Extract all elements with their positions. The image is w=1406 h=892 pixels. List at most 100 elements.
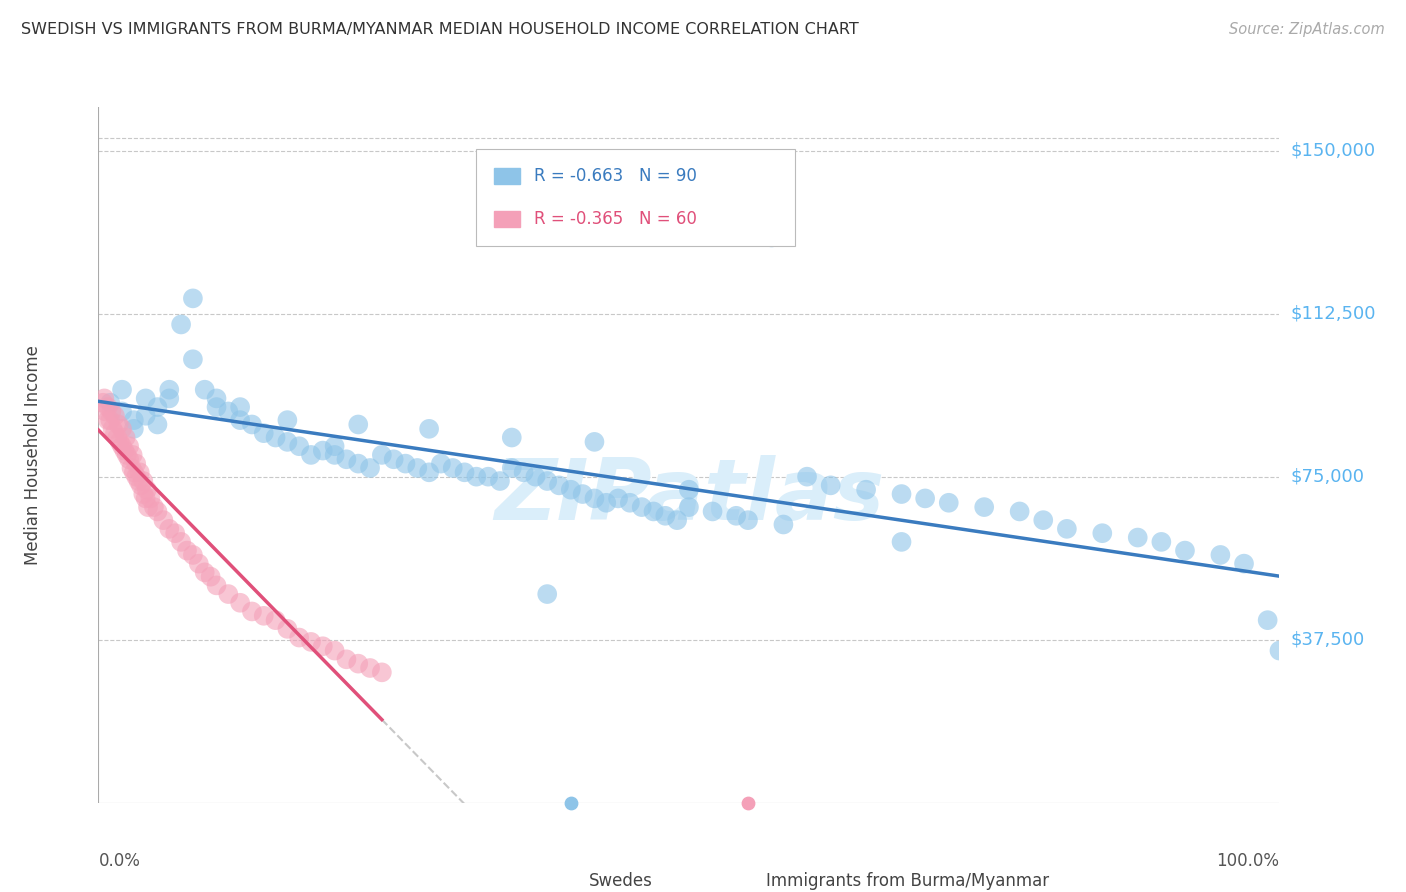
- Text: $37,500: $37,500: [1291, 631, 1365, 648]
- Point: [111, 404, 134, 418]
- Point: [205, 392, 228, 406]
- Point: [323, 643, 346, 657]
- Point: [276, 622, 298, 636]
- Text: Immigrants from Burma/Myanmar: Immigrants from Burma/Myanmar: [766, 872, 1049, 890]
- Point: [181, 548, 204, 562]
- Point: [347, 417, 370, 432]
- Point: [132, 474, 155, 488]
- Point: [796, 469, 818, 483]
- Point: [108, 434, 131, 449]
- Point: [441, 461, 464, 475]
- Point: [276, 434, 298, 449]
- Point: [501, 461, 523, 475]
- Point: [181, 352, 204, 367]
- Point: [165, 526, 187, 541]
- Point: [595, 496, 617, 510]
- Point: [194, 383, 217, 397]
- Point: [264, 431, 287, 445]
- Point: [973, 500, 995, 514]
- Bar: [494, 169, 520, 184]
- Point: [548, 478, 571, 492]
- Point: [111, 383, 134, 397]
- Point: [125, 457, 148, 471]
- Point: [725, 508, 748, 523]
- Point: [253, 608, 276, 623]
- Text: 0.0%: 0.0%: [98, 852, 141, 870]
- Point: [820, 478, 842, 492]
- Point: [98, 413, 121, 427]
- Point: [737, 513, 759, 527]
- Point: [104, 426, 127, 441]
- Point: [142, 500, 165, 514]
- Point: [643, 504, 665, 518]
- Point: [229, 400, 252, 414]
- Point: [125, 469, 148, 483]
- Point: [855, 483, 877, 497]
- Point: [288, 439, 311, 453]
- Point: [111, 422, 134, 436]
- Point: [371, 665, 394, 680]
- Point: [312, 443, 335, 458]
- Text: 100.0%: 100.0%: [1216, 852, 1279, 870]
- Point: [323, 448, 346, 462]
- Point: [524, 469, 547, 483]
- FancyBboxPatch shape: [477, 149, 796, 246]
- Point: [157, 392, 180, 406]
- Point: [139, 491, 162, 506]
- Point: [1233, 557, 1256, 571]
- Point: [200, 570, 222, 584]
- Point: [118, 452, 141, 467]
- Point: [418, 422, 440, 436]
- Point: [371, 448, 394, 462]
- Point: [240, 605, 263, 619]
- Point: [146, 504, 169, 518]
- Point: [890, 535, 912, 549]
- Point: [93, 392, 115, 406]
- Text: R = -0.663   N = 90: R = -0.663 N = 90: [534, 167, 697, 185]
- Point: [914, 491, 936, 506]
- Point: [382, 452, 405, 467]
- Point: [94, 404, 117, 418]
- Text: $112,500: $112,500: [1291, 304, 1376, 323]
- Point: [536, 474, 558, 488]
- Point: [453, 466, 475, 480]
- Text: ZIPatlas: ZIPatlas: [494, 455, 884, 538]
- Point: [240, 417, 263, 432]
- Point: [347, 457, 370, 471]
- Point: [1150, 535, 1173, 549]
- Point: [181, 291, 204, 305]
- Point: [121, 448, 143, 462]
- Point: [394, 457, 416, 471]
- Point: [430, 457, 453, 471]
- Point: [91, 396, 114, 410]
- Point: [1268, 643, 1291, 657]
- Point: [489, 474, 512, 488]
- Point: [122, 466, 145, 480]
- Point: [229, 596, 252, 610]
- Point: [100, 404, 122, 418]
- Text: $75,000: $75,000: [1291, 467, 1365, 485]
- Point: [157, 383, 180, 397]
- Text: SWEDISH VS IMMIGRANTS FROM BURMA/MYANMAR MEDIAN HOUSEHOLD INCOME CORRELATION CHA: SWEDISH VS IMMIGRANTS FROM BURMA/MYANMAR…: [21, 22, 859, 37]
- Point: [406, 461, 429, 475]
- Point: [176, 543, 198, 558]
- Point: [111, 439, 134, 453]
- Point: [654, 508, 676, 523]
- Point: [666, 513, 689, 527]
- Point: [737, 796, 759, 810]
- Point: [129, 478, 152, 492]
- Point: [772, 517, 794, 532]
- Point: [702, 504, 724, 518]
- Point: [146, 400, 169, 414]
- Point: [115, 448, 138, 462]
- Point: [104, 409, 127, 423]
- Point: [1056, 522, 1078, 536]
- Point: [105, 431, 128, 445]
- Point: [122, 422, 145, 436]
- Point: [128, 474, 150, 488]
- Point: [607, 491, 630, 506]
- Point: [146, 417, 169, 432]
- Point: [477, 469, 499, 483]
- Point: [121, 461, 143, 475]
- Point: [299, 448, 322, 462]
